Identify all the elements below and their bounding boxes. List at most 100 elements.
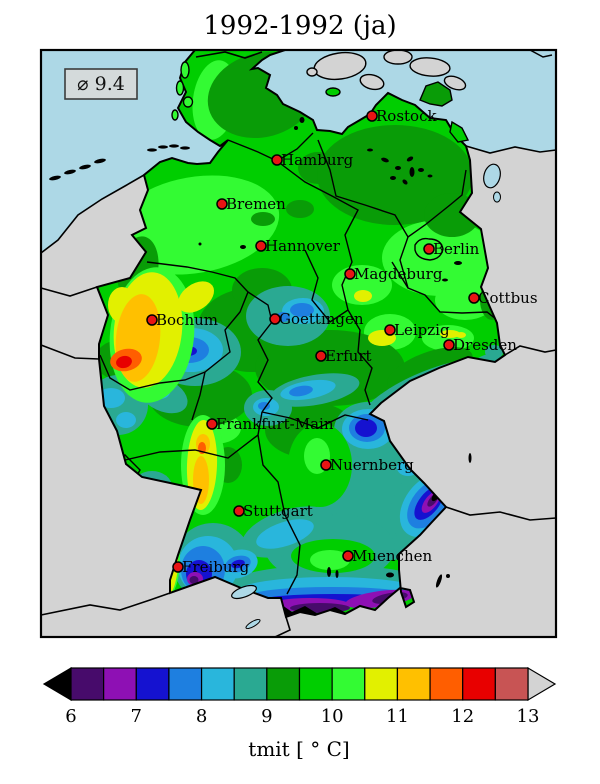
city-dot bbox=[384, 324, 396, 336]
map-shape bbox=[158, 145, 168, 149]
city-label: Freiburg bbox=[182, 558, 250, 576]
city-leipzig: Leipzig bbox=[384, 321, 450, 339]
city-dot bbox=[206, 418, 218, 430]
german-islands bbox=[171, 61, 470, 143]
colorbar-over-arrow bbox=[527, 666, 557, 702]
colorbar-segment bbox=[429, 667, 464, 701]
colorbar-under-arrow bbox=[42, 666, 72, 702]
colorbar-segment bbox=[462, 667, 496, 701]
colorbar-segment bbox=[331, 667, 366, 701]
colorbar-segment bbox=[396, 667, 431, 701]
map-shape bbox=[465, 145, 557, 154]
colorbar-tick-label: 13 bbox=[517, 706, 540, 727]
map-shape bbox=[94, 158, 106, 164]
map-shape bbox=[347, 309, 373, 406]
city-label: Berlin bbox=[433, 240, 480, 258]
map-shape bbox=[198, 242, 202, 246]
colorbar-tick-label: 12 bbox=[451, 706, 474, 727]
island-dashes bbox=[49, 144, 190, 181]
city-label: Cottbus bbox=[478, 289, 538, 307]
page-title: 1992-1992 (ja) bbox=[203, 11, 396, 41]
map-shape bbox=[446, 574, 450, 578]
map-shape bbox=[485, 345, 503, 359]
colorbar-tick-label: 8 bbox=[196, 706, 207, 727]
map-shape bbox=[99, 261, 249, 391]
map-shape bbox=[290, 303, 314, 317]
map-shape bbox=[395, 166, 401, 170]
map-shape bbox=[256, 519, 314, 549]
city-dot bbox=[468, 292, 480, 304]
map-shape bbox=[367, 148, 373, 152]
map-shape bbox=[40, 592, 171, 616]
map-shape bbox=[147, 148, 157, 152]
map-shape bbox=[175, 80, 185, 96]
city-bremen: Bremen bbox=[216, 195, 286, 213]
city-hannover: Hannover bbox=[255, 237, 341, 255]
map-shape bbox=[445, 506, 557, 521]
map-shape bbox=[231, 559, 245, 569]
map-shape bbox=[493, 191, 501, 203]
map-shape bbox=[195, 51, 263, 59]
city-stuttgart: Stuttgart bbox=[233, 502, 313, 520]
city-nuernberg: Nuernberg bbox=[320, 456, 414, 474]
colorbar-segment bbox=[103, 667, 137, 701]
map-shape bbox=[355, 419, 377, 437]
map-shape bbox=[399, 236, 498, 321]
city-freiburg: Freiburg bbox=[172, 558, 250, 576]
map-shape bbox=[483, 163, 501, 189]
colorbar-segment bbox=[70, 667, 105, 701]
map-frame bbox=[39, 48, 558, 639]
city-dot bbox=[344, 268, 356, 280]
map-shape bbox=[325, 87, 341, 97]
map-shape bbox=[177, 281, 215, 313]
city-label: Erfurt bbox=[325, 347, 372, 365]
map-shape bbox=[382, 220, 498, 296]
city-dot bbox=[269, 313, 281, 325]
city-dot bbox=[342, 550, 354, 562]
city-label: Goettingen bbox=[279, 310, 364, 328]
city-frankfurt-main: Frankfurt-Main bbox=[206, 415, 334, 433]
map-shape bbox=[456, 332, 466, 338]
map-shape bbox=[406, 156, 414, 162]
city-dot bbox=[255, 240, 267, 252]
colorbar-segments bbox=[70, 667, 529, 701]
city-label: Frankfurt-Main bbox=[216, 415, 334, 433]
lakes bbox=[198, 117, 462, 578]
city-label: Dresden bbox=[453, 336, 517, 354]
map-shape bbox=[402, 179, 408, 185]
germany-border bbox=[95, 49, 507, 619]
map-shape bbox=[443, 75, 467, 91]
foreign-water-marks bbox=[231, 163, 501, 630]
map-shape bbox=[381, 157, 389, 163]
map-shape bbox=[442, 278, 448, 282]
city-magdeburg: Magdeburg bbox=[344, 265, 443, 283]
city-erfurt: Erfurt bbox=[315, 347, 372, 365]
map-shape bbox=[251, 212, 275, 226]
city-label: Magdeburg bbox=[354, 265, 443, 283]
map-shape bbox=[240, 245, 246, 249]
colorbar-tick-label: 6 bbox=[65, 706, 76, 727]
average-box: ⌀ 9.4 bbox=[64, 68, 138, 100]
map-shape bbox=[257, 434, 301, 595]
map-shape bbox=[231, 584, 257, 600]
map-shape bbox=[294, 126, 298, 130]
map-shape bbox=[435, 574, 443, 588]
colorbar-segment bbox=[494, 667, 529, 701]
map-shape bbox=[317, 139, 467, 239]
map-shape bbox=[40, 286, 98, 297]
map-shape bbox=[306, 67, 318, 77]
colorbar-tick-label: 9 bbox=[261, 706, 272, 727]
map-shape bbox=[359, 73, 385, 91]
map-shape bbox=[386, 572, 394, 578]
city-rostock: Rostock bbox=[366, 107, 437, 125]
city-dot bbox=[233, 505, 245, 517]
map-shape bbox=[304, 249, 349, 323]
map-shape bbox=[116, 412, 136, 428]
city-muenchen: Muenchen bbox=[342, 547, 432, 565]
colorbar-tick-label: 10 bbox=[321, 706, 344, 727]
map-shape bbox=[191, 371, 206, 421]
city-dot bbox=[172, 561, 184, 573]
city-label: Stuttgart bbox=[243, 502, 313, 520]
colorbar-label: tmit [ ° C] bbox=[248, 737, 349, 761]
